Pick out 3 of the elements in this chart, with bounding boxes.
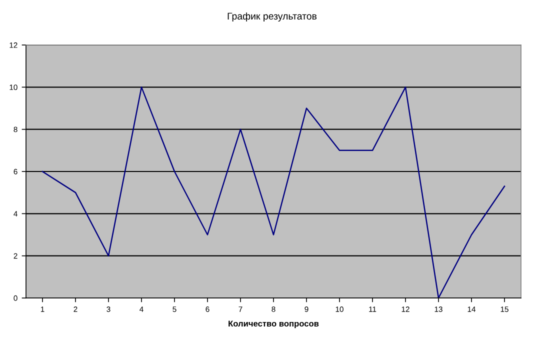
chart-title: График результатов <box>228 12 317 22</box>
x-axis-title: Количество вопросов <box>228 320 319 328</box>
line-series <box>42 86 506 298</box>
